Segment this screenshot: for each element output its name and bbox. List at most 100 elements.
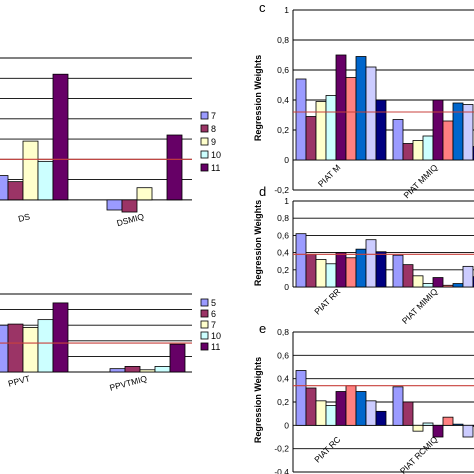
bar	[392, 119, 404, 161]
bar	[7, 323, 24, 373]
bar	[345, 257, 357, 288]
category-label: PIAT RR	[312, 286, 342, 316]
bar	[0, 175, 9, 201]
legend-label: 8	[211, 124, 216, 134]
panel-label-d: d	[259, 184, 266, 199]
y-axis-title-c: Regression Weights	[253, 55, 263, 141]
bar	[412, 275, 424, 288]
bar	[109, 368, 126, 373]
y-tick-label: 0,2	[277, 125, 289, 135]
category-label: PPVTMIQ	[108, 373, 148, 393]
chart-panel-e: -0,4 -0,2 0 0,2 0,4 0,6 0,8 PIAT RC PIAT RCMIQ	[274, 327, 474, 474]
bar	[52, 73, 69, 201]
bar	[375, 410, 387, 426]
legend-label: 11	[211, 163, 220, 173]
bar	[402, 401, 414, 426]
bar	[52, 302, 69, 373]
bar	[392, 386, 404, 426]
category-label: DS	[17, 211, 31, 224]
bar	[402, 264, 414, 288]
bar	[295, 78, 307, 161]
legend-label: 10	[211, 150, 221, 160]
bar	[295, 233, 307, 288]
bar	[355, 56, 367, 161]
legend-swatch	[200, 320, 209, 329]
bar	[295, 370, 307, 426]
y-tick-label: 0,4	[277, 248, 289, 258]
category-label: PIAT RC	[312, 434, 342, 464]
bar	[375, 99, 387, 161]
bar	[305, 253, 317, 288]
bar	[432, 99, 444, 161]
legend-swatch	[200, 342, 209, 351]
y-tick-label: 0,8	[277, 35, 289, 45]
bar	[335, 391, 347, 426]
y-axis-title-d: Regression Weights	[253, 200, 263, 286]
bar	[412, 140, 424, 161]
bar	[392, 254, 404, 288]
bar	[365, 66, 377, 161]
bar	[315, 259, 327, 288]
category-label: DSMIQ	[116, 211, 146, 228]
panel-label-e: e	[259, 321, 266, 336]
legend-label: 5	[211, 298, 216, 308]
y-tick-label: 0,6	[277, 350, 289, 360]
chart-panel-c: -0,2 0 0,2 0,4 0,6 0,8 1 PIAT M PIAT MMIQ	[274, 5, 474, 200]
chart-panel-top-left: DS DSMIQ 7 8 9 10 11	[0, 57, 221, 228]
legend-label: 7	[211, 111, 216, 121]
panel-label-c: c	[259, 0, 266, 15]
bar	[121, 199, 138, 213]
bar	[325, 263, 337, 288]
bar	[452, 423, 464, 426]
legend-label: 11	[211, 342, 220, 352]
category-label: PIAT M	[316, 162, 343, 189]
bar	[442, 416, 454, 426]
chart-panel-d: 0 0,2 0,4 0,6 0,8 1 PIAT RR PIAT MIMIQ	[277, 196, 474, 326]
y-tick-label: 0,2	[277, 397, 289, 407]
y-tick-label: 0,2	[277, 265, 289, 275]
category-label: PIAT MMIQ	[402, 162, 440, 200]
y-tick-label: 0	[284, 420, 289, 430]
bar	[462, 104, 474, 161]
bar	[305, 116, 317, 161]
bar	[325, 95, 337, 161]
legend-label: 7	[211, 320, 216, 330]
bar	[124, 366, 141, 373]
bar	[422, 422, 434, 426]
y-tick-label: 1	[284, 5, 289, 15]
bar	[37, 160, 54, 201]
category-label: PIAT MIMIQ	[400, 286, 440, 326]
y-tick-label: 0,8	[277, 213, 289, 223]
bar	[432, 277, 444, 288]
bar	[22, 327, 39, 373]
legend-label: 9	[211, 137, 216, 147]
bar	[422, 135, 434, 161]
bar	[442, 120, 454, 161]
bar	[335, 252, 347, 288]
bar	[0, 324, 9, 373]
legend-swatch	[200, 150, 209, 159]
bar	[315, 101, 327, 161]
bar	[169, 343, 186, 373]
y-tick-label: 0,4	[277, 95, 289, 105]
bar	[305, 387, 317, 426]
bar	[154, 366, 171, 373]
bar	[462, 424, 474, 438]
legend-swatch	[200, 137, 209, 146]
bar	[166, 134, 183, 201]
bar	[365, 239, 377, 288]
legend-swatch	[200, 298, 209, 307]
bar	[402, 143, 414, 161]
legend-swatch	[200, 124, 209, 133]
bar	[325, 405, 337, 426]
legend-swatch	[200, 309, 209, 318]
bar	[136, 187, 153, 201]
y-tick-label: -0,4	[274, 467, 289, 474]
bar	[22, 140, 39, 201]
bar	[106, 199, 123, 211]
y-axis-title-e: Regression Weights	[253, 357, 263, 443]
bar	[442, 284, 454, 288]
bar	[345, 385, 357, 426]
bar	[139, 369, 156, 373]
legend-swatch	[200, 163, 209, 172]
